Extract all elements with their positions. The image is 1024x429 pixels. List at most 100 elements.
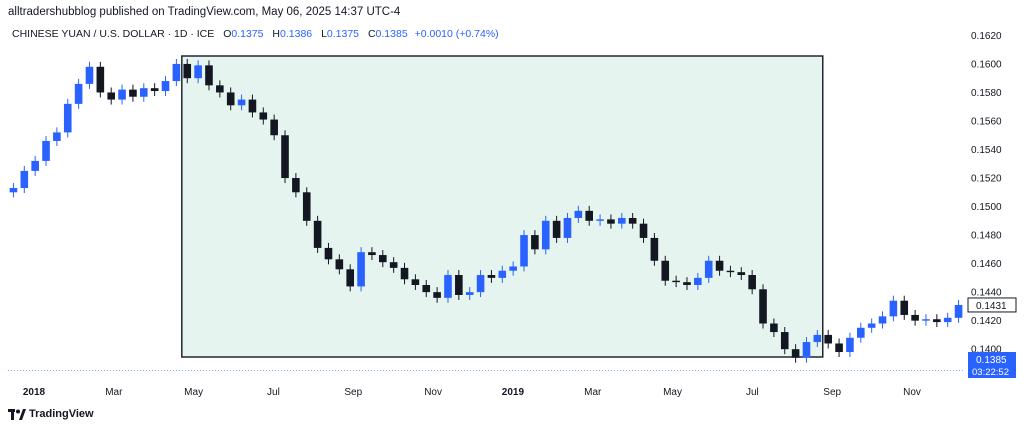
high-label: H [272, 28, 281, 40]
candle-body [607, 219, 615, 224]
candle [313, 215, 322, 253]
candle [683, 277, 691, 290]
candle [791, 344, 800, 363]
candle-body [770, 323, 778, 333]
candle-body [74, 83, 83, 104]
candle-body [563, 217, 572, 238]
candle [281, 130, 289, 184]
candle [9, 183, 18, 198]
x-tick-label: May [663, 387, 682, 398]
candle [563, 212, 572, 243]
countdown-label: 03:22:52 [972, 367, 1009, 378]
candle [357, 247, 365, 292]
candle [943, 312, 952, 328]
candle-body [585, 210, 594, 221]
candle-body [335, 259, 344, 270]
candle [878, 311, 887, 329]
candle [813, 329, 822, 348]
candle [107, 87, 116, 105]
candle-body [400, 267, 409, 280]
y-tick-label: 0.1520 [971, 174, 1002, 185]
candle [628, 212, 637, 229]
candle [53, 127, 61, 146]
y-tick-label: 0.1460 [971, 259, 1002, 270]
candle [748, 270, 756, 295]
close-value: 0.1385 [375, 28, 408, 40]
candle-body [20, 170, 29, 189]
candle-body [683, 282, 691, 285]
candle-body [933, 319, 941, 323]
candle [172, 58, 181, 87]
candle-body [216, 85, 224, 93]
candle-body [900, 300, 909, 315]
candle [444, 270, 452, 303]
candle-body [943, 317, 952, 323]
candle-body [433, 292, 441, 298]
symbol-name: CHINESE YUAN / U.S. DOLLAR · 1D · ICE [12, 28, 215, 40]
candle-body [281, 135, 289, 179]
candle [433, 287, 441, 303]
candle [531, 230, 539, 255]
candle-body [422, 285, 431, 293]
candle [335, 254, 344, 275]
candle [465, 287, 474, 300]
candle-body [444, 275, 452, 298]
candle-body [509, 266, 517, 271]
x-tick-label: Nov [424, 387, 442, 398]
candle-body [715, 260, 724, 271]
candle-body [520, 235, 528, 267]
candle [346, 264, 355, 292]
candle [824, 329, 833, 349]
candle-body [759, 289, 767, 324]
tradingview-logo-text: TradingView [29, 408, 94, 420]
candle [922, 314, 930, 326]
candle-body [118, 89, 126, 100]
candle-body [541, 220, 550, 250]
candle [780, 327, 789, 355]
candle-body [172, 63, 181, 82]
candle [31, 155, 39, 176]
candle [42, 135, 50, 166]
candle-body [139, 88, 148, 97]
candle-body [824, 334, 833, 344]
candle [737, 267, 746, 281]
candle [802, 337, 811, 363]
candle [617, 212, 626, 229]
candle-body [302, 192, 311, 221]
candle [139, 83, 148, 102]
candle-body [85, 66, 94, 84]
candle-body [780, 332, 789, 350]
candle [161, 76, 170, 97]
candle-body [226, 92, 235, 106]
candle [422, 280, 431, 298]
candle [759, 284, 767, 329]
candle-body [107, 92, 116, 100]
candle [585, 205, 594, 226]
candle [118, 84, 126, 105]
candle [270, 114, 278, 141]
x-tick-label: Mar [105, 387, 123, 398]
candle-body [378, 255, 387, 263]
y-tick-label: 0.1540 [971, 145, 1002, 156]
candle [226, 87, 235, 111]
candle-body [205, 65, 213, 86]
candle [150, 83, 159, 97]
x-tick-label: Mar [584, 387, 602, 398]
candle [856, 322, 865, 343]
candle-body [270, 119, 278, 136]
candle [378, 250, 387, 268]
candle [455, 270, 463, 300]
candle [368, 247, 376, 261]
candle-body [9, 188, 18, 193]
candle [520, 230, 528, 272]
candle [259, 107, 268, 125]
candle-body [194, 65, 202, 79]
candle [574, 205, 583, 223]
candle [237, 94, 246, 111]
candle-body [878, 316, 887, 324]
candle-body [259, 112, 268, 120]
last-price-tag [967, 297, 1017, 313]
candle [715, 255, 724, 276]
candle [324, 242, 333, 265]
